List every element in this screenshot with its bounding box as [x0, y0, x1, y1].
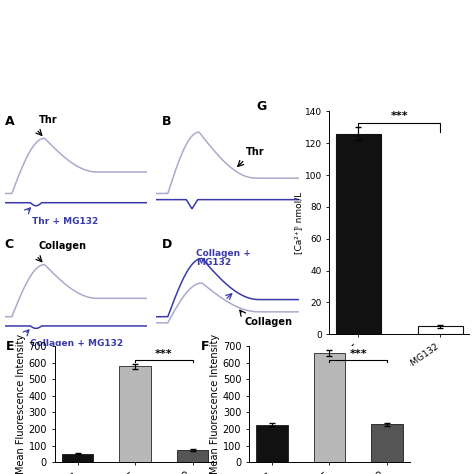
- Text: ***: ***: [155, 349, 173, 359]
- Bar: [336, 134, 381, 334]
- Text: A: A: [5, 115, 14, 128]
- Text: F: F: [201, 340, 209, 353]
- Bar: [418, 326, 463, 334]
- Bar: [314, 353, 345, 462]
- Bar: [119, 366, 151, 462]
- Text: Collagen: Collagen: [245, 317, 292, 327]
- Text: ***: ***: [349, 349, 367, 359]
- Text: Collagen: Collagen: [39, 241, 87, 251]
- Text: D: D: [162, 238, 173, 251]
- Bar: [371, 424, 403, 462]
- Bar: [256, 425, 288, 462]
- Text: B: B: [162, 115, 172, 128]
- Text: G: G: [257, 100, 267, 113]
- Text: E: E: [6, 340, 15, 353]
- Text: ***: ***: [391, 111, 408, 121]
- Y-axis label: Mean Fluorescence Intensity: Mean Fluorescence Intensity: [16, 334, 26, 474]
- Bar: [62, 454, 93, 462]
- Text: Thr + MG132: Thr + MG132: [32, 217, 98, 226]
- Y-axis label: Mean Fluorescence Intensity: Mean Fluorescence Intensity: [210, 334, 220, 474]
- Text: MG132: MG132: [196, 258, 231, 267]
- Text: C: C: [5, 238, 14, 251]
- Text: Thr: Thr: [246, 147, 265, 157]
- Y-axis label: [Ca²⁺]ᴵ nmol/L: [Ca²⁺]ᴵ nmol/L: [294, 191, 303, 254]
- Text: Thr: Thr: [39, 115, 58, 125]
- Bar: [177, 450, 209, 462]
- Text: Collagen + MG132: Collagen + MG132: [30, 339, 124, 348]
- Text: Collagen +: Collagen +: [196, 249, 251, 258]
